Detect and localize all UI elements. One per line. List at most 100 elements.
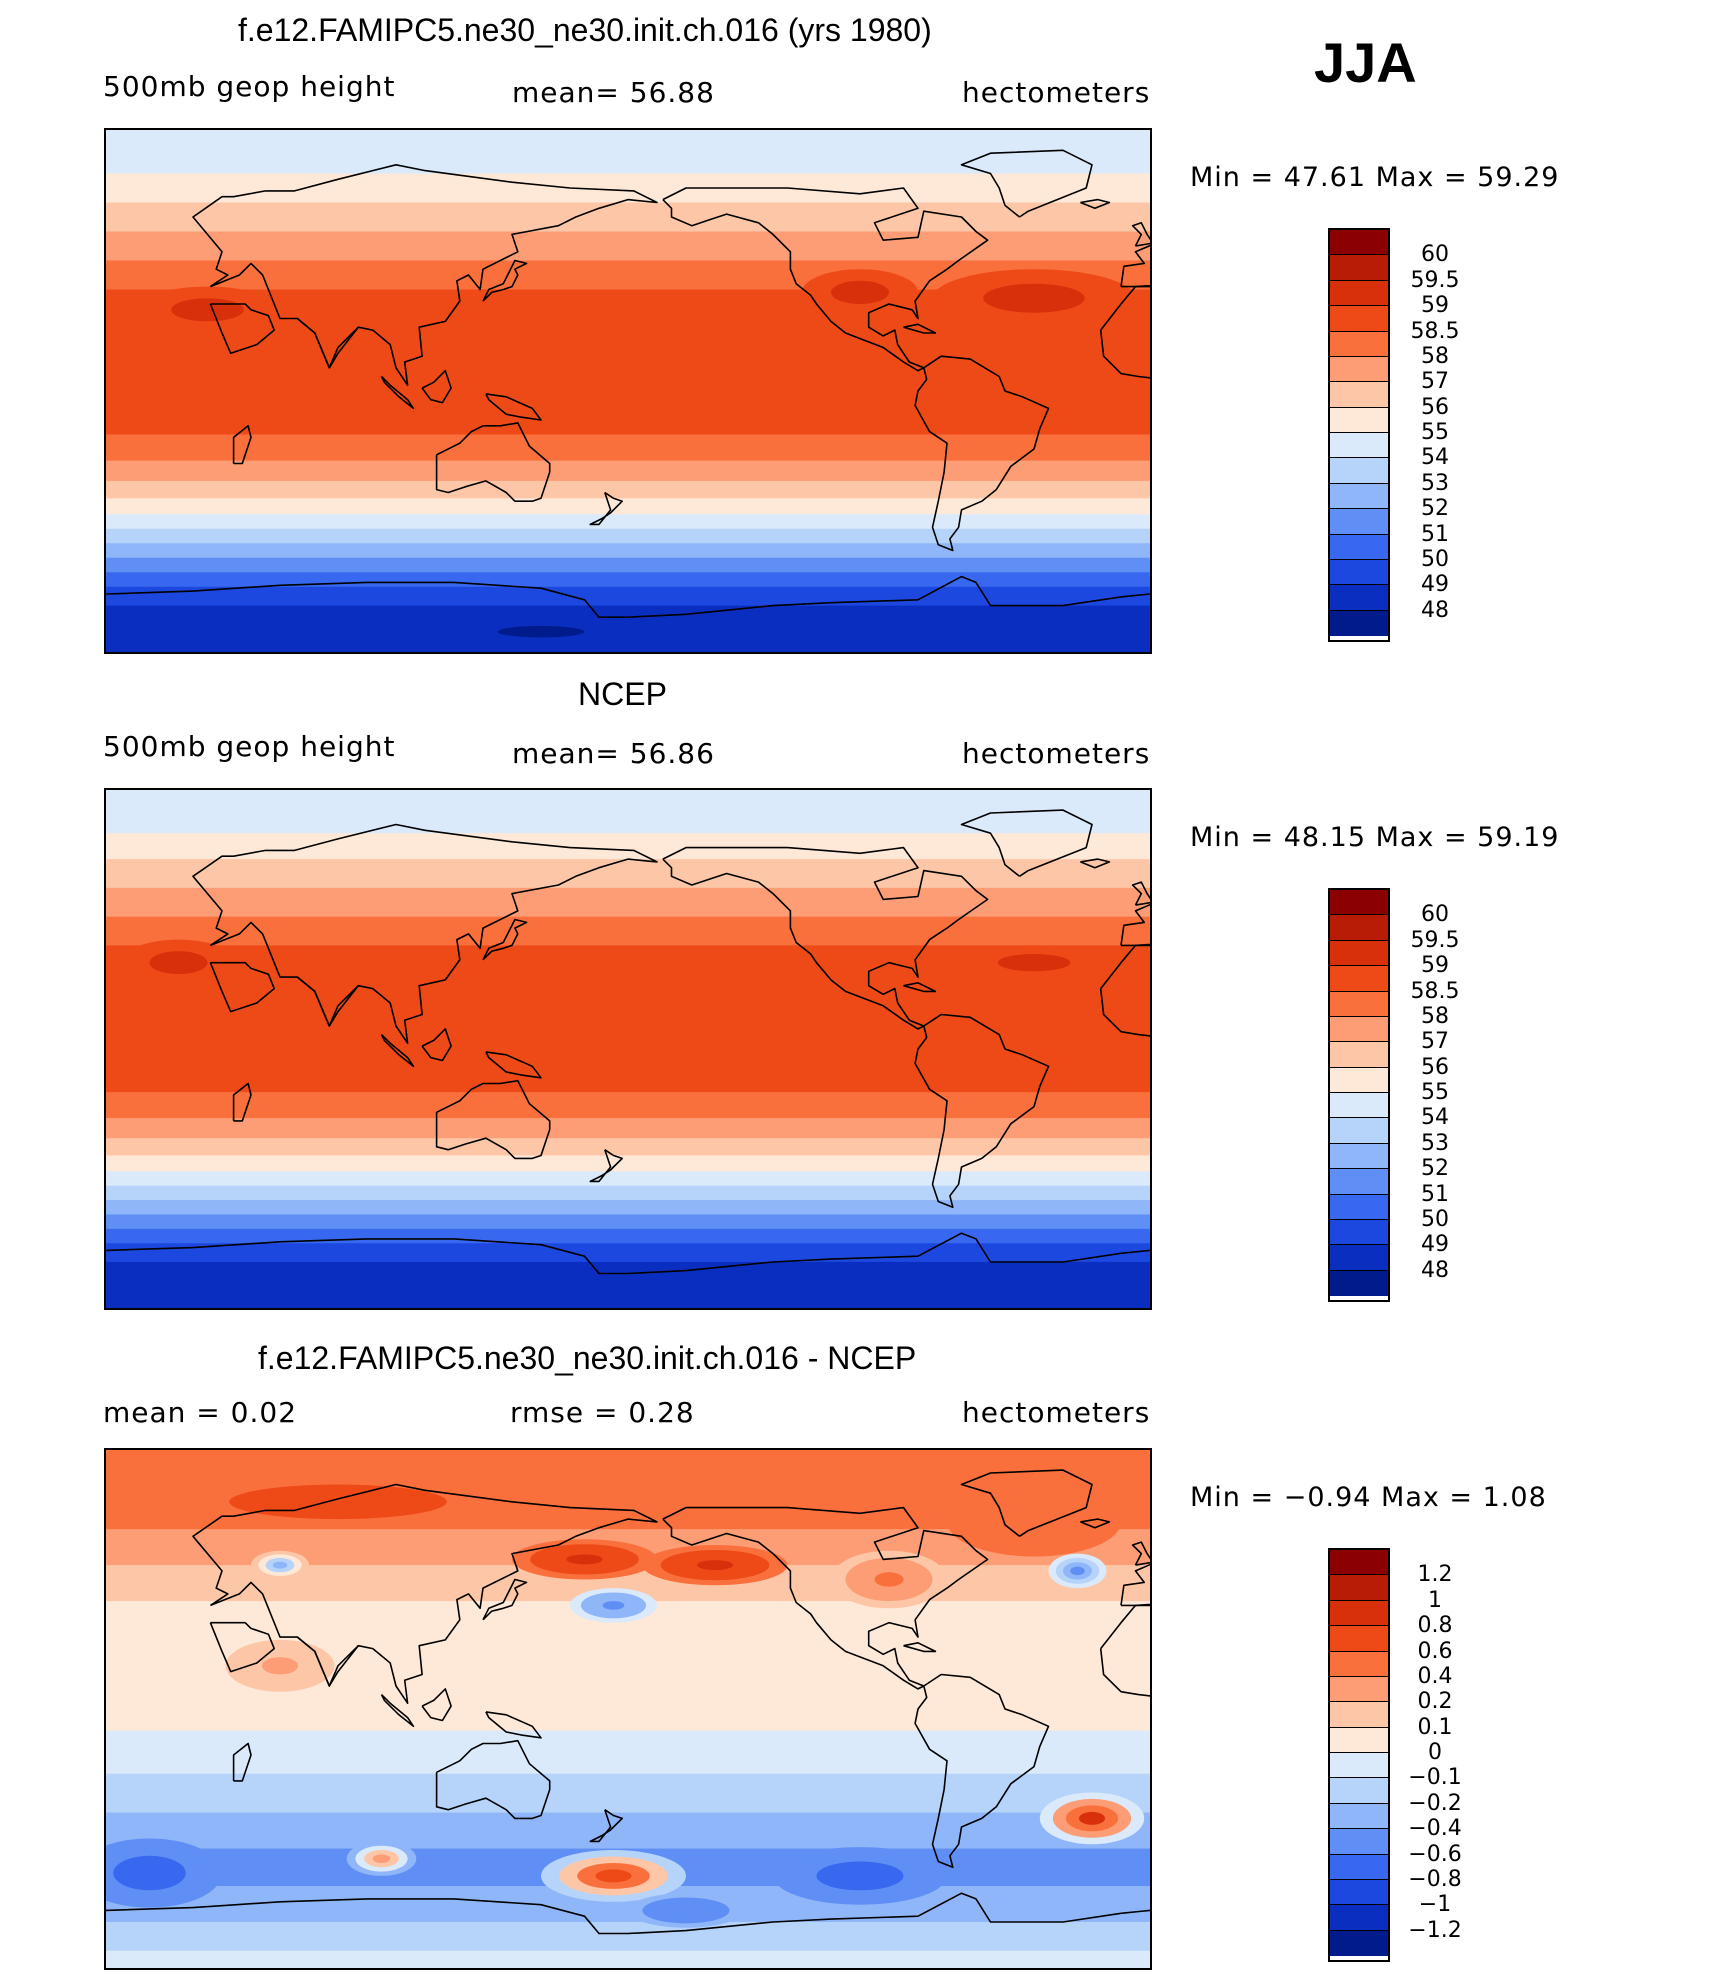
colorbar-swatch [1330, 1651, 1388, 1677]
coastline-sumatra [380, 375, 415, 410]
coastline-sumatra [380, 1694, 415, 1728]
colorbar-swatch [1330, 1118, 1388, 1144]
colorbar-swatch [1330, 1778, 1388, 1804]
coastline-asia [192, 1483, 658, 1704]
colorbar-swatch [1330, 1575, 1388, 1601]
panel3-rmse-label: rmse = 0.28 [510, 1396, 695, 1429]
panel1-colorbar [1328, 228, 1390, 642]
contour-blob [131, 1864, 168, 1882]
colorbar-tick-label: −1 [1418, 1892, 1452, 1918]
coastline-australia [435, 422, 551, 503]
colorbar-tick-label: 0 [1428, 1740, 1442, 1765]
contour-band [106, 460, 1150, 482]
colorbar-tick-label: −0.1 [1408, 1765, 1462, 1791]
contour-band [106, 586, 1150, 607]
coastline-madagascar [232, 424, 252, 465]
contour-band [106, 528, 1150, 544]
contour-band [106, 1950, 1150, 1968]
coastline-greenland [960, 1469, 1093, 1537]
contour-blob [874, 1572, 904, 1587]
coastline-asia [192, 823, 658, 1044]
colorbar-swatch [1330, 585, 1388, 611]
colorbar-swatch [1330, 407, 1388, 433]
colorbar-swatch [1330, 458, 1388, 484]
coastline-madagascar [232, 1742, 252, 1782]
panel3-colorbar [1328, 1548, 1390, 1962]
contour-band [106, 514, 1150, 530]
panel2-map [104, 788, 1152, 1310]
contour-blob [372, 1854, 391, 1863]
contour-blob [1015, 958, 1053, 967]
colorbar-tick-label: 54 [1421, 1105, 1449, 1131]
panel3-units-label: hectometers [962, 1396, 1151, 1429]
contour-band [106, 231, 1150, 261]
coastline-iceland [1080, 858, 1111, 869]
colorbar-tick-label: 51 [1421, 1181, 1449, 1207]
colorbar-tick-label: 53 [1421, 1130, 1449, 1156]
coastline-cuba [903, 982, 937, 993]
coastline-newguinea [485, 393, 542, 421]
coastline-arabia [209, 961, 275, 1013]
colorbar-tick-label: 55 [1421, 420, 1449, 445]
contour-band [106, 543, 1150, 559]
contour-band [106, 1185, 1150, 1201]
contour-blob [838, 1868, 882, 1884]
coastline-japan [482, 918, 528, 961]
contour-blob [845, 286, 875, 299]
contour-band [106, 1284, 1150, 1308]
coastline-antarctica [106, 575, 1150, 619]
contour-blob [566, 1554, 603, 1565]
coastline-india [296, 1636, 359, 1687]
colorbar-swatch [1330, 966, 1388, 992]
map-canvas [106, 790, 1150, 1308]
colorbar-tick-label: 0.8 [1417, 1613, 1453, 1639]
coastline-arabia [209, 303, 275, 355]
colorbar-tick-label: 0.1 [1417, 1714, 1453, 1740]
colorbar-swatch [1330, 1803, 1388, 1830]
contour-band [106, 1773, 1150, 1814]
colorbar-tick-label: 52 [1421, 496, 1449, 522]
colorbar-tick-label: 0.2 [1417, 1689, 1453, 1715]
colorbar-swatch [1330, 1219, 1388, 1246]
colorbar-tick-label: −1.2 [1408, 1917, 1462, 1943]
panel2-units-label: hectometers [962, 737, 1151, 770]
contour-band [106, 1812, 1150, 1850]
colorbar-swatch [1330, 1879, 1388, 1906]
contour-blob [519, 628, 563, 635]
contour-blob [696, 1560, 734, 1571]
contour-blob [595, 1869, 632, 1883]
panel2-minmax: Min = 48.15 Max = 59.19 [1190, 822, 1560, 853]
colorbar-swatch [1330, 1702, 1388, 1728]
colorbar-swatch [1330, 1600, 1388, 1627]
panel2-variable-label: 500mb geop height [103, 730, 396, 763]
contour-band [106, 1921, 1150, 1952]
coastline-asia [192, 163, 658, 386]
colorbar-tick-label: −0.4 [1408, 1816, 1462, 1842]
colorbar-swatch [1330, 1093, 1388, 1119]
colorbar-tick-label: 51 [1421, 521, 1449, 547]
colorbar-swatch [1330, 483, 1388, 510]
colorbar-swatch [1330, 559, 1388, 586]
colorbar-swatch [1330, 1626, 1388, 1652]
coastline-australia [435, 1079, 551, 1160]
colorbar-swatch [1330, 509, 1388, 535]
colorbar-tick-label: 58 [1421, 1003, 1449, 1029]
colorbar-swatch [1330, 1169, 1388, 1195]
contour-blob [602, 1601, 625, 1610]
colorbar-tick-label: 1 [1428, 1587, 1442, 1613]
colorbar-swatch [1330, 1550, 1388, 1576]
colorbar-swatch [1330, 331, 1388, 357]
coastline-iceland [1080, 198, 1111, 210]
coastline-uk [1131, 1541, 1150, 1566]
colorbar-swatch [1330, 1143, 1388, 1170]
panel1-map [104, 128, 1152, 654]
contour-blob [301, 1496, 375, 1508]
coastline-namerica [662, 846, 989, 1030]
panel3-difference-map [104, 1448, 1152, 1970]
coastline-india [296, 317, 359, 369]
panel2-colorbar [1328, 888, 1390, 1302]
coastline-cuba [903, 323, 937, 334]
coastline-samerica [914, 355, 1050, 552]
contour-band [106, 1155, 1150, 1172]
contour-blob [189, 304, 226, 316]
